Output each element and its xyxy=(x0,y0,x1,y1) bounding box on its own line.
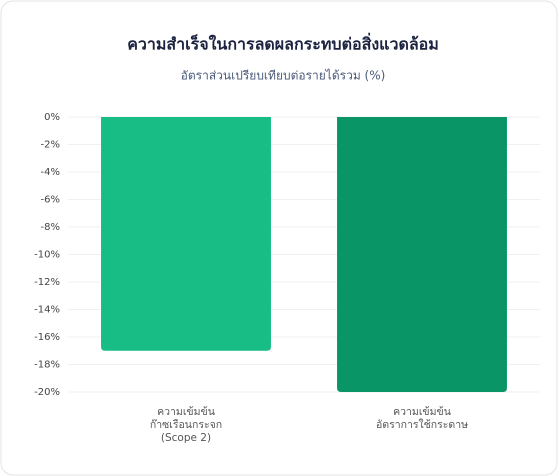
y-tick-label: -18% xyxy=(34,360,60,371)
y-tick-label: -20% xyxy=(34,387,60,398)
x-tick-label: ความเข้มข้น xyxy=(157,406,215,418)
bar xyxy=(337,117,507,392)
x-tick-label: (Scope 2) xyxy=(161,432,211,444)
x-tick-label: ก๊าซเรือนกระจก xyxy=(150,418,222,431)
y-tick-label: -16% xyxy=(34,332,60,343)
x-tick-label: อัตราการใช้กระดาษ xyxy=(376,418,468,431)
y-tick-label: 0% xyxy=(44,112,60,123)
x-tick-label: ความเข้มข้น xyxy=(393,406,451,418)
y-tick-label: -10% xyxy=(34,250,60,261)
chart-subtitle: อัตราส่วนเปรียบเทียบต่อรายได้รวม (%) xyxy=(181,69,386,83)
bar xyxy=(101,117,271,351)
y-tick-label: -14% xyxy=(34,305,60,316)
y-tick-label: -2% xyxy=(41,140,60,151)
y-tick-label: -8% xyxy=(41,222,60,233)
y-tick-label: -6% xyxy=(41,195,60,206)
y-tick-label: -4% xyxy=(41,167,60,178)
chart-title: ความสำเร็จในการลดผลกระทบต่อสิ่งแวดล้อม xyxy=(127,33,439,54)
y-tick-label: -12% xyxy=(34,277,60,288)
